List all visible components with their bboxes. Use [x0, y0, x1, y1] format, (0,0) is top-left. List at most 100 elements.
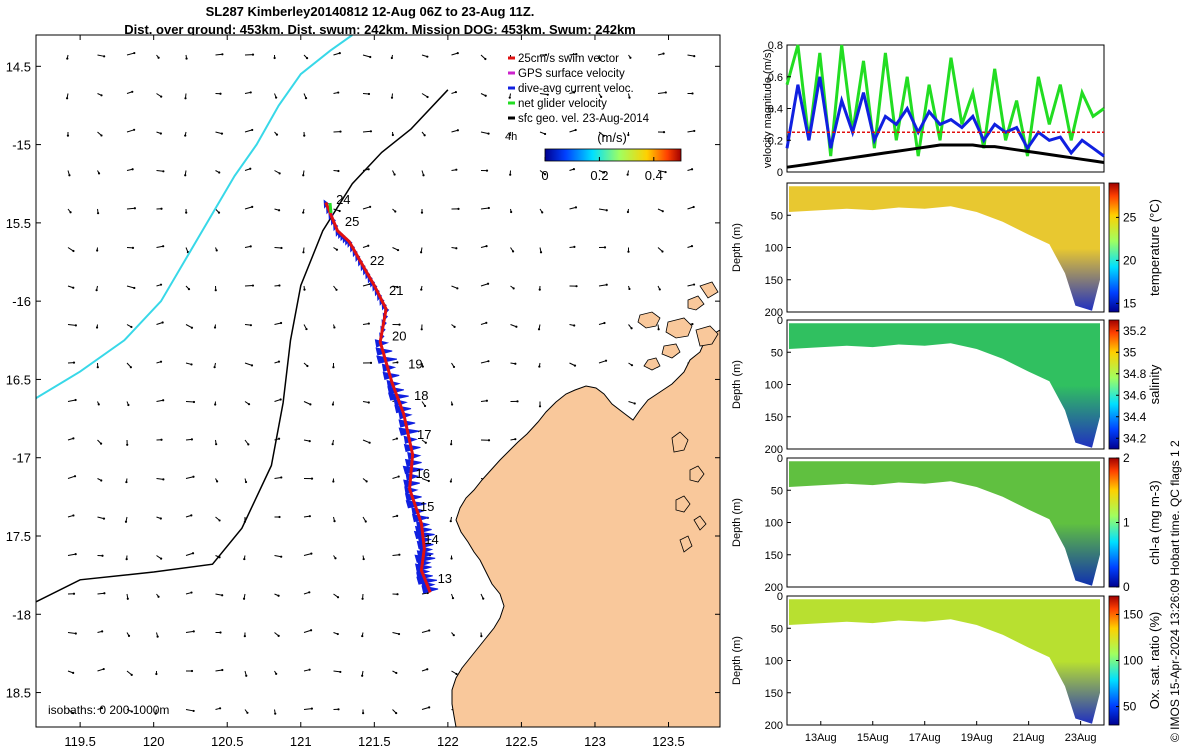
velocity-arrow — [185, 591, 193, 595]
velocity-arrow — [510, 362, 517, 365]
velocity-arrow — [126, 128, 136, 133]
velocity-arrow — [67, 285, 75, 289]
depth-tick: 150 — [765, 688, 783, 700]
velocity-arrow — [626, 208, 630, 214]
velocity-arrow — [420, 324, 423, 331]
section-colorbar — [1108, 319, 1120, 450]
velocity-arrow — [539, 208, 544, 214]
velocity-arrow — [392, 285, 399, 289]
velocity-arrow — [628, 324, 633, 330]
velocity-arrow — [126, 51, 136, 56]
velocity-arrow — [657, 324, 660, 331]
day-label: 22 — [370, 253, 384, 268]
velocity-arrow — [362, 555, 365, 561]
velocity-arrow — [392, 208, 397, 213]
velocity-arrow — [392, 170, 396, 176]
velocity-arrow — [185, 400, 196, 404]
velocity-arrow — [539, 131, 547, 136]
depth-tick: 50 — [771, 485, 783, 497]
velocity-arrow — [598, 283, 608, 287]
map-y-tick-label: 17.5 — [6, 529, 31, 544]
depth-axis-label: Depth (m) — [731, 223, 743, 272]
velocity-arrow — [273, 54, 276, 60]
velocity-arrow — [156, 555, 163, 560]
velocity-arrow — [537, 324, 541, 331]
velocity-arrow — [274, 246, 283, 250]
map-y-tick-label: 14.5 — [6, 59, 31, 74]
svg-text:GPS surface velocity: GPS surface velocity — [518, 68, 625, 80]
colorbar-label: salinity — [1147, 364, 1162, 404]
velocity-arrow — [687, 129, 696, 133]
velocity-arrow — [185, 514, 193, 518]
map-y-tick-label: 16.5 — [6, 372, 31, 387]
map-x-tick-label: 123.5 — [652, 734, 685, 749]
velocity-arrow — [303, 477, 314, 480]
velocity-arrow — [628, 401, 636, 405]
velocity-arrow — [303, 93, 308, 100]
velocity-arrow — [215, 439, 218, 446]
velocity-arrow — [156, 438, 163, 441]
velocity-arrow — [598, 170, 606, 174]
velocity-arrow — [450, 555, 453, 560]
velocity-arrow — [508, 93, 511, 99]
velocity-arrow — [420, 208, 424, 214]
velocity-arrow — [214, 401, 217, 406]
depth-tick: 0 — [777, 453, 783, 465]
velocity-arrow — [97, 592, 106, 595]
velocity-arrow — [569, 206, 578, 210]
time-tick-label: 17Aug — [909, 732, 941, 744]
depth-tick: 100 — [765, 243, 783, 255]
velocity-arrow — [126, 285, 136, 290]
current-vector — [404, 458, 422, 468]
velocity-arrow — [362, 361, 373, 365]
velocity-arrow — [243, 555, 246, 561]
velocity-arrow — [569, 53, 578, 56]
colorbar-tick: 15 — [1123, 296, 1137, 310]
velocity-arrow — [274, 170, 281, 175]
velocity-arrow — [421, 401, 427, 408]
colorbar-tick: 100 — [1123, 654, 1143, 668]
velocity-arrow — [156, 131, 162, 135]
velocity-arrow — [303, 629, 313, 633]
depth-tick: 0 — [777, 315, 783, 327]
velocity-arrow — [96, 247, 99, 252]
map-colorbar-ticks: 0 0.2 0.4 — [541, 157, 663, 183]
velocity-arrow — [185, 630, 195, 633]
depth-tick: 200 — [765, 720, 783, 732]
velocity-arrow — [126, 709, 133, 713]
velocity-arrow — [274, 208, 281, 212]
velocity-arrow — [628, 54, 632, 59]
velocity-arrow — [480, 206, 490, 210]
velocity-arrow — [362, 92, 371, 96]
velocity-arrow — [333, 632, 339, 636]
velocity-arrow — [598, 93, 603, 98]
velocity-arrow — [67, 208, 72, 214]
velocity-arrow — [244, 401, 251, 406]
velocity-arrow — [154, 709, 157, 715]
velocity-arrow — [510, 324, 518, 328]
land-mass — [451, 329, 720, 727]
velocity-arrow — [242, 593, 246, 600]
velocity-arrow — [598, 359, 608, 364]
velocity-arrow — [126, 168, 134, 171]
depth-axis-label: Depth (m) — [731, 360, 743, 409]
velocity-arrow — [185, 208, 188, 214]
colorbar-units: (m/s) — [597, 130, 627, 145]
velocity-arrow — [302, 247, 305, 254]
velocity-arrow — [67, 632, 77, 635]
velocity-arrow — [126, 362, 132, 369]
velocity-arrow — [124, 516, 128, 523]
velocity-arrow — [303, 401, 312, 406]
velocity-arrow — [185, 669, 194, 673]
velocity-arrow — [392, 709, 398, 715]
velocity-arrow — [185, 54, 188, 60]
velocity-arrow — [538, 401, 542, 408]
velocity-arrow — [244, 670, 248, 677]
velocity-arrow — [67, 437, 75, 441]
velocity-arrow — [451, 90, 457, 94]
day-label: 13 — [438, 571, 452, 586]
velocity-arrow — [156, 632, 159, 638]
velocity-arrow — [480, 93, 487, 97]
velocity-arrow — [657, 208, 664, 213]
